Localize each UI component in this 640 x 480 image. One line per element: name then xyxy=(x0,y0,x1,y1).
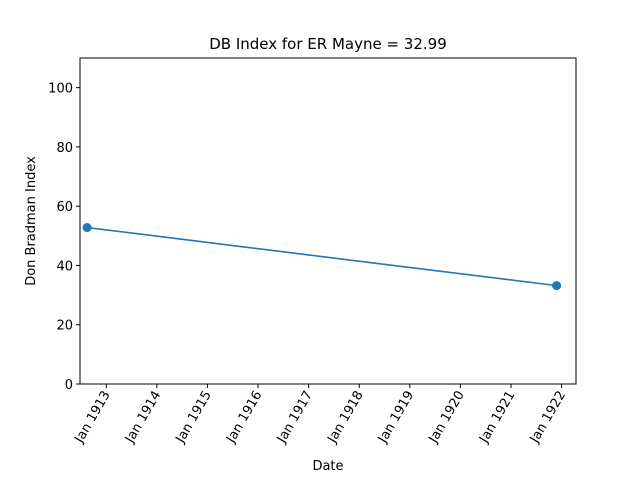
y-tick-label: 100 xyxy=(48,82,73,97)
series-line xyxy=(86,226,557,287)
chart-title: DB Index for ER Mayne = 32.99 xyxy=(209,35,447,53)
y-axis-label: Don Bradman Index xyxy=(24,156,39,286)
y-tick-label: 60 xyxy=(56,200,73,215)
y-tick-label: 40 xyxy=(56,259,73,274)
plot-frame xyxy=(79,57,577,385)
y-tick-label: 20 xyxy=(56,319,73,334)
data-point xyxy=(82,223,92,233)
y-tick-label: 80 xyxy=(56,141,73,156)
data-point xyxy=(552,281,562,291)
y-tick-label: 0 xyxy=(65,378,73,393)
series-layer xyxy=(82,223,562,291)
y-axis: 0 20 40 60 80 100 xyxy=(48,82,80,393)
x-axis-label: Date xyxy=(312,459,343,474)
